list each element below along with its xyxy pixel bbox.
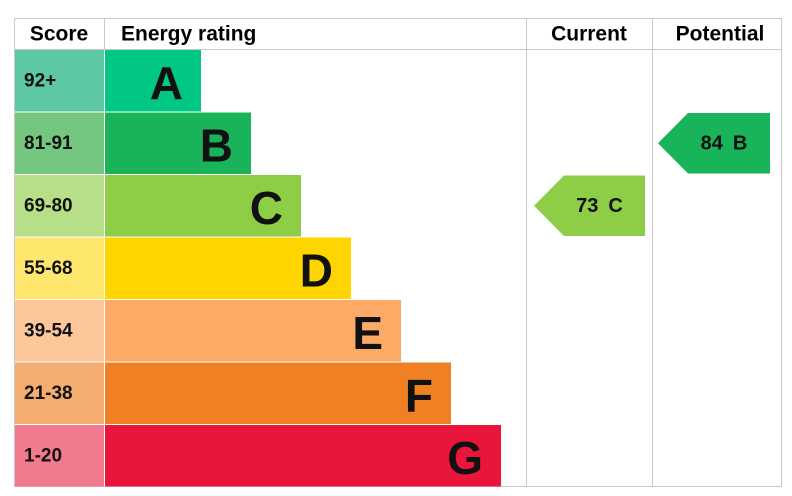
- rating-letter: B: [200, 119, 233, 171]
- rating-bar: [105, 175, 301, 237]
- score-cell: [15, 362, 104, 424]
- potential-letter: B: [733, 132, 747, 154]
- score-cell: [15, 300, 104, 362]
- score-label: 39-54: [24, 320, 73, 341]
- header-current: Current: [551, 23, 627, 46]
- score-label: 21-38: [24, 383, 73, 404]
- rating-letter: D: [300, 244, 333, 296]
- score-cell: [15, 50, 104, 112]
- score-label: 69-80: [24, 195, 73, 216]
- current-label: 73 C: [576, 195, 623, 217]
- score-cell: [15, 425, 104, 487]
- rating-bar: [105, 425, 501, 487]
- score-label: 55-68: [24, 258, 73, 279]
- potential-arrow: [658, 113, 770, 174]
- score-cell: [15, 112, 104, 174]
- rating-bar: [105, 50, 201, 112]
- score-cell: [15, 237, 104, 299]
- current-letter: C: [608, 195, 622, 217]
- rating-letter: G: [447, 432, 483, 484]
- score-label: 1-20: [24, 445, 62, 466]
- rating-bar: [105, 112, 251, 174]
- score-cell: [15, 175, 104, 237]
- rating-bar: [105, 300, 401, 362]
- header-score: Score: [30, 23, 88, 46]
- rating-letter: A: [150, 57, 183, 109]
- current-arrow: [534, 175, 645, 236]
- rating-bar: [105, 237, 351, 299]
- header-potential: Potential: [676, 23, 765, 46]
- rating-letter: E: [352, 307, 383, 359]
- score-label: 92+: [24, 70, 56, 91]
- potential-value: 84: [701, 132, 724, 154]
- current-value: 73: [576, 195, 598, 217]
- rating-letter: F: [405, 369, 433, 421]
- header-rating: Energy rating: [121, 23, 256, 46]
- score-label: 81-91: [24, 133, 73, 154]
- rating-letter: C: [250, 182, 283, 234]
- rating-bar: [105, 362, 451, 424]
- potential-label: 84 B: [701, 132, 748, 154]
